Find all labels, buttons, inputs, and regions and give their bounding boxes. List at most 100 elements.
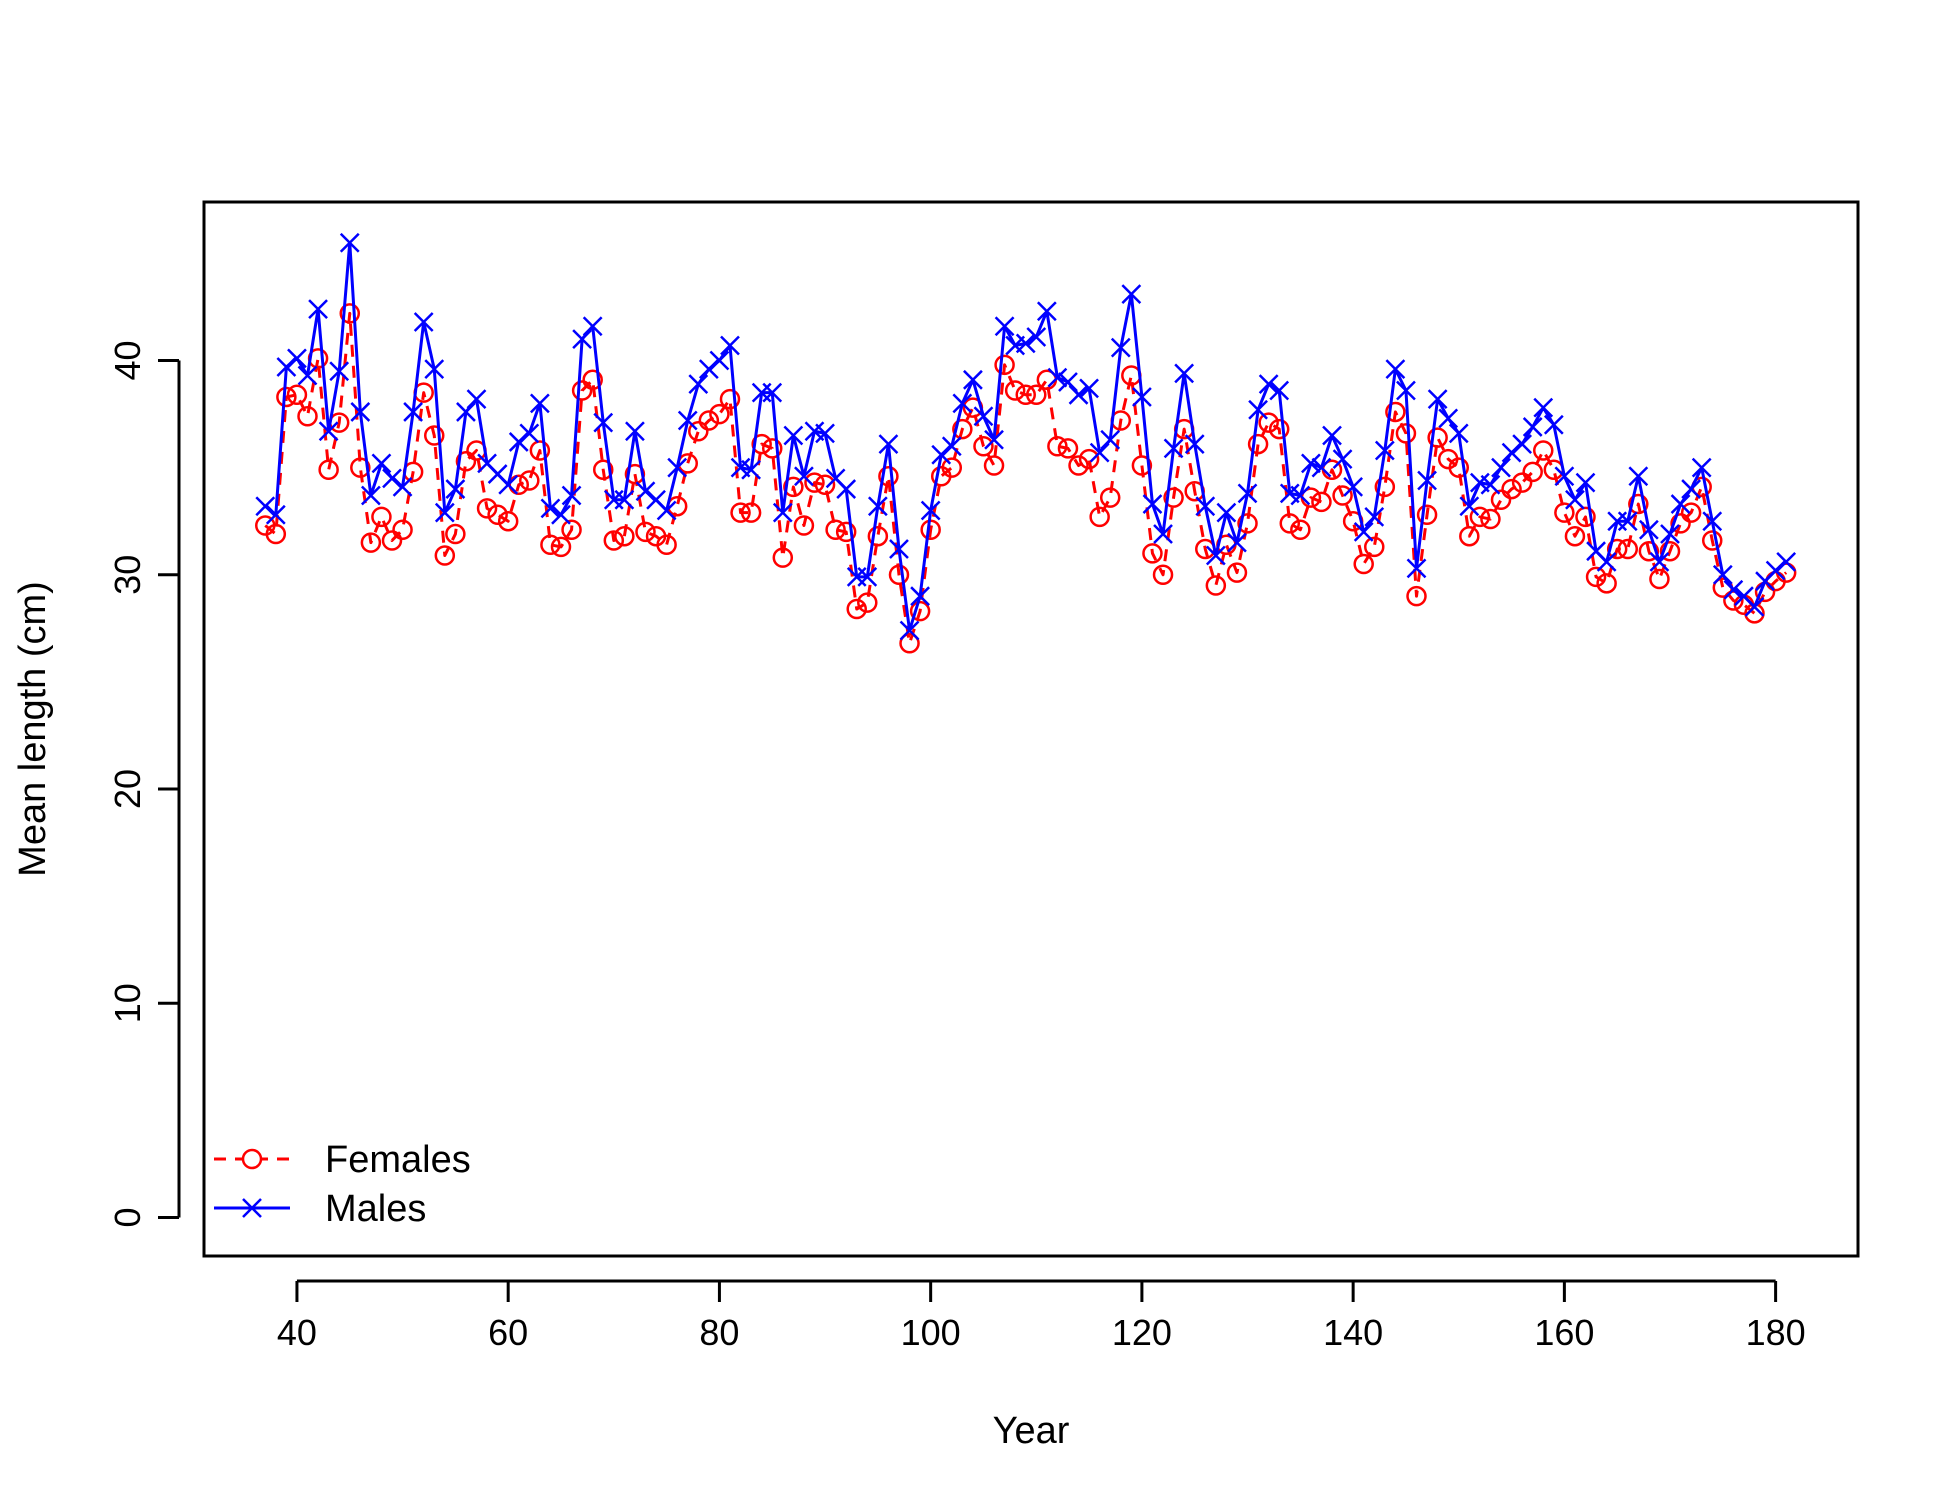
data-point-males bbox=[1744, 597, 1765, 617]
data-point-males bbox=[1702, 511, 1723, 532]
y-tick-label: 10 bbox=[107, 983, 148, 1023]
data-point-males bbox=[1670, 494, 1691, 514]
data-point-males bbox=[836, 479, 857, 499]
data-point-males bbox=[360, 485, 381, 506]
data-point-males bbox=[1068, 384, 1089, 405]
data-point-males bbox=[1554, 466, 1575, 487]
data-point-females bbox=[1554, 502, 1575, 523]
data-point-males bbox=[297, 365, 318, 386]
data-point-males bbox=[1427, 389, 1448, 409]
data-point-females bbox=[297, 405, 318, 427]
data-point-males bbox=[1596, 552, 1617, 572]
data-point-males bbox=[318, 421, 339, 442]
data-point-males bbox=[1565, 489, 1585, 510]
data-point-males bbox=[1723, 579, 1744, 600]
data-point-females bbox=[1332, 485, 1353, 506]
data-point-females bbox=[1152, 564, 1174, 586]
legend-item-males: Males bbox=[214, 1188, 426, 1230]
legend-item-females: Females bbox=[214, 1139, 471, 1181]
plot-frame bbox=[202, 200, 1860, 1258]
data-point-females bbox=[1311, 491, 1332, 513]
data-point-males bbox=[540, 498, 561, 519]
data-point-females bbox=[846, 598, 867, 620]
x-tick-label: 140 bbox=[1323, 1312, 1383, 1353]
data-point-females bbox=[1015, 384, 1036, 406]
data-point-males bbox=[339, 232, 360, 253]
data-point-females bbox=[1026, 384, 1047, 406]
data-point-females bbox=[909, 600, 931, 622]
data-point-males bbox=[1649, 552, 1670, 572]
data-point-males bbox=[1195, 496, 1216, 517]
legend: Females Males bbox=[214, 1139, 471, 1230]
data-point-males bbox=[878, 434, 899, 454]
data-point-males bbox=[1258, 374, 1279, 394]
data-point-males bbox=[287, 348, 307, 369]
series-females bbox=[255, 303, 1797, 654]
x-tick-label: 60 bbox=[488, 1312, 528, 1353]
data-point-males bbox=[1374, 440, 1395, 461]
data-point-males bbox=[1543, 414, 1564, 435]
data-point-males bbox=[994, 316, 1015, 337]
data-point-males bbox=[741, 459, 761, 480]
data-point-males bbox=[899, 620, 920, 641]
data-point-males bbox=[1364, 507, 1385, 527]
data-point-females bbox=[952, 418, 973, 440]
legend-label-females: Females bbox=[325, 1139, 471, 1181]
data-point-females bbox=[1459, 525, 1480, 547]
data-point-males bbox=[1121, 284, 1142, 305]
y-axis-title: Mean length (cm) bbox=[12, 581, 54, 877]
data-point-males bbox=[265, 504, 286, 525]
data-point-females bbox=[1237, 513, 1258, 534]
data-point-males bbox=[709, 350, 730, 371]
data-point-females bbox=[1501, 478, 1522, 500]
data-point-females bbox=[1469, 506, 1491, 528]
legend-label-males: Males bbox=[325, 1188, 426, 1230]
data-point-females bbox=[751, 433, 772, 455]
x-axis: 40 60 80 100 120 140 160 180 bbox=[277, 1279, 1806, 1353]
data-point-males bbox=[635, 481, 656, 502]
data-point-males bbox=[424, 359, 445, 379]
data-point-females bbox=[1247, 433, 1269, 455]
data-point-females bbox=[835, 521, 857, 543]
data-point-females bbox=[1701, 530, 1723, 551]
data-point-males bbox=[1036, 301, 1057, 322]
data-point-females bbox=[1490, 489, 1512, 511]
data-point-males bbox=[783, 425, 804, 446]
data-point-males bbox=[1163, 438, 1184, 459]
data-point-females bbox=[1268, 418, 1290, 440]
data-point-males bbox=[519, 423, 540, 444]
x-axis-title: Year bbox=[993, 1410, 1070, 1452]
data-point-males bbox=[1712, 564, 1733, 585]
data-point-males bbox=[1174, 363, 1195, 384]
data-point-females bbox=[1617, 538, 1638, 560]
x-tick-label: 160 bbox=[1534, 1312, 1594, 1353]
data-point-females bbox=[878, 465, 899, 487]
data-point-males bbox=[1015, 333, 1036, 354]
data-point-females bbox=[1226, 562, 1248, 583]
data-point-females bbox=[1142, 543, 1163, 564]
data-point-males bbox=[1058, 372, 1078, 392]
data-point-females bbox=[1047, 435, 1068, 457]
legend-marker-females bbox=[241, 1148, 263, 1170]
data-point-males bbox=[1079, 378, 1099, 399]
data-point-females bbox=[1290, 519, 1311, 541]
data-point-females bbox=[888, 564, 910, 586]
data-point-males bbox=[1406, 558, 1427, 579]
data-point-males bbox=[508, 432, 529, 452]
data-point-males bbox=[857, 567, 878, 587]
data-point-males bbox=[1480, 474, 1501, 495]
data-point-females bbox=[1406, 585, 1427, 607]
data-point-females bbox=[1279, 513, 1301, 534]
data-point-males bbox=[931, 444, 952, 465]
data-point-males bbox=[1501, 442, 1522, 463]
y-tick-label: 30 bbox=[107, 555, 148, 595]
data-point-females bbox=[1533, 440, 1554, 461]
data-point-males bbox=[308, 299, 328, 319]
data-point-males bbox=[1290, 485, 1311, 506]
x-tick-label: 40 bbox=[277, 1312, 317, 1353]
data-point-females bbox=[424, 425, 445, 446]
data-point-males bbox=[1459, 496, 1480, 517]
data-point-females bbox=[1543, 459, 1565, 481]
data-point-males bbox=[1322, 425, 1342, 446]
